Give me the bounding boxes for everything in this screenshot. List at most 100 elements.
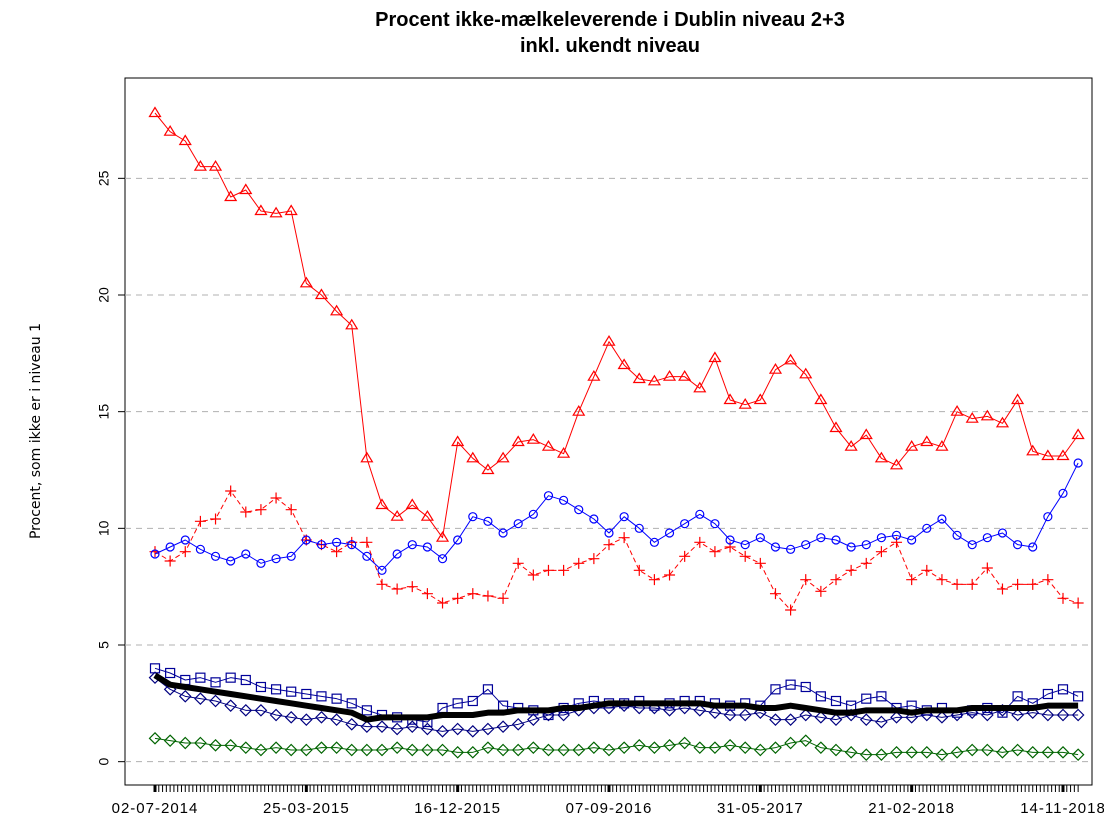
marker bbox=[859, 428, 873, 440]
marker bbox=[785, 679, 796, 690]
marker bbox=[861, 540, 871, 550]
marker bbox=[830, 695, 842, 707]
marker bbox=[952, 530, 962, 540]
marker bbox=[829, 713, 843, 727]
marker bbox=[225, 672, 236, 683]
marker bbox=[935, 710, 949, 724]
y-axis-label: Procent, som ikke er i niveau 1 bbox=[28, 323, 44, 539]
marker bbox=[331, 693, 342, 704]
marker bbox=[208, 160, 223, 171]
marker bbox=[377, 565, 387, 575]
marker bbox=[738, 741, 752, 755]
marker bbox=[815, 585, 827, 597]
marker bbox=[634, 523, 644, 533]
marker bbox=[225, 485, 237, 497]
marker bbox=[951, 578, 963, 590]
marker bbox=[710, 519, 720, 529]
marker bbox=[285, 504, 297, 516]
series-line bbox=[154, 677, 1079, 732]
marker bbox=[1012, 540, 1023, 550]
marker bbox=[753, 393, 767, 405]
marker bbox=[1056, 708, 1070, 722]
marker bbox=[286, 551, 296, 561]
marker bbox=[314, 288, 329, 300]
marker bbox=[543, 491, 554, 501]
marker bbox=[846, 542, 856, 552]
marker bbox=[753, 743, 767, 757]
marker bbox=[451, 745, 465, 759]
marker bbox=[362, 551, 372, 561]
marker bbox=[980, 743, 994, 757]
marker bbox=[1042, 574, 1054, 586]
marker bbox=[617, 741, 631, 755]
marker bbox=[301, 535, 311, 545]
series-line bbox=[154, 737, 1079, 756]
marker bbox=[738, 708, 752, 722]
marker bbox=[663, 703, 676, 717]
marker bbox=[618, 532, 630, 544]
marker bbox=[178, 134, 192, 146]
marker bbox=[844, 745, 858, 759]
marker bbox=[800, 681, 811, 693]
marker bbox=[907, 535, 917, 545]
marker bbox=[526, 713, 540, 727]
marker bbox=[830, 574, 842, 586]
marker bbox=[271, 554, 281, 564]
marker bbox=[437, 554, 448, 564]
marker bbox=[482, 590, 494, 602]
marker bbox=[421, 588, 433, 600]
marker bbox=[965, 412, 979, 423]
marker bbox=[890, 710, 903, 724]
marker bbox=[1042, 688, 1053, 700]
marker bbox=[284, 710, 298, 724]
marker bbox=[542, 743, 555, 757]
marker bbox=[270, 492, 282, 504]
marker bbox=[725, 535, 735, 545]
marker bbox=[921, 564, 933, 576]
marker bbox=[269, 206, 283, 218]
marker bbox=[937, 514, 947, 524]
marker bbox=[421, 743, 434, 757]
marker bbox=[814, 741, 828, 755]
marker bbox=[255, 681, 267, 693]
marker bbox=[770, 684, 781, 695]
marker bbox=[513, 519, 523, 529]
marker bbox=[754, 557, 766, 569]
marker bbox=[799, 367, 813, 379]
marker bbox=[588, 553, 600, 565]
marker bbox=[194, 515, 206, 527]
marker bbox=[557, 447, 571, 458]
marker bbox=[375, 743, 389, 757]
marker bbox=[528, 509, 538, 519]
marker bbox=[496, 720, 510, 734]
marker bbox=[1043, 512, 1053, 522]
marker bbox=[1028, 542, 1038, 552]
x-tick-label: 25-03-2015 bbox=[263, 800, 350, 817]
x-tick-label: 02-07-2014 bbox=[112, 800, 199, 817]
marker bbox=[390, 722, 404, 736]
marker bbox=[299, 713, 313, 727]
marker bbox=[375, 720, 389, 734]
marker bbox=[361, 705, 372, 716]
marker bbox=[239, 703, 253, 717]
marker bbox=[497, 592, 509, 604]
marker bbox=[226, 556, 236, 566]
series-line bbox=[153, 672, 1079, 723]
marker bbox=[330, 304, 344, 316]
marker bbox=[632, 738, 646, 752]
series-line bbox=[154, 490, 1079, 611]
marker bbox=[724, 541, 736, 553]
x-tick-label: 21-02-2018 bbox=[868, 800, 955, 817]
marker bbox=[557, 708, 570, 722]
marker bbox=[451, 722, 465, 736]
marker bbox=[360, 451, 374, 463]
marker bbox=[678, 736, 692, 750]
chart-title: inkl. ukendt niveau bbox=[520, 35, 700, 57]
marker bbox=[693, 381, 707, 393]
marker bbox=[407, 540, 417, 550]
marker bbox=[466, 745, 480, 759]
series bbox=[153, 672, 1079, 723]
marker bbox=[345, 743, 359, 757]
marker bbox=[483, 516, 493, 526]
